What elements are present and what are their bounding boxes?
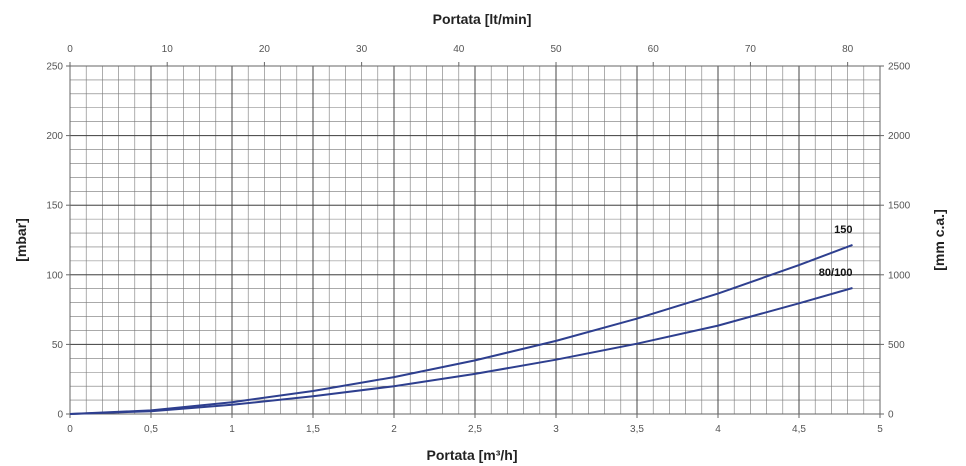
left-tick-label: 50 (52, 340, 64, 351)
left-axis-title: [mbar] (13, 218, 29, 262)
bottom-tick-label: 2,5 (468, 424, 482, 435)
top-x-ticks: 0 10 20 30 40 50 60 70 80 (67, 44, 853, 66)
top-tick-label: 60 (648, 44, 660, 55)
bottom-tick-label: 0,5 (144, 424, 158, 435)
bottom-tick-label: 2 (391, 424, 397, 435)
bottom-tick-label: 4 (715, 424, 721, 435)
bottom-tick-label: 5 (877, 424, 883, 435)
right-tick-label: 2500 (888, 62, 911, 73)
top-tick-label: 10 (162, 44, 174, 55)
bottom-tick-label: 1 (229, 424, 235, 435)
top-axis-title: Portata [lt/min] (433, 11, 532, 27)
top-tick-label: 30 (356, 44, 368, 55)
series-line-80-100 (70, 288, 853, 414)
right-y-ticks: 0 500 1000 1500 2000 2500 (880, 62, 911, 421)
bottom-tick-label: 4,5 (792, 424, 806, 435)
right-tick-label: 500 (888, 340, 905, 351)
top-tick-label: 70 (745, 44, 757, 55)
top-tick-label: 50 (550, 44, 562, 55)
left-y-ticks: 0 50 100 150 200 250 (46, 62, 70, 421)
top-tick-label: 20 (259, 44, 271, 55)
series-label-150: 150 (834, 224, 852, 236)
series-line-150 (70, 245, 853, 414)
bottom-tick-label: 3,5 (630, 424, 644, 435)
series-lines (70, 245, 853, 414)
major-grid (70, 66, 880, 414)
bottom-tick-label: 0 (67, 424, 73, 435)
left-tick-label: 0 (57, 410, 63, 421)
right-tick-label: 2000 (888, 131, 911, 142)
series-label-80-100: 80/100 (819, 267, 853, 279)
bottom-axis-title: Portata [m³/h] (427, 447, 518, 463)
top-tick-label: 40 (453, 44, 465, 55)
top-tick-label: 0 (67, 44, 73, 55)
right-tick-label: 1500 (888, 201, 911, 212)
right-tick-label: 0 (888, 410, 894, 421)
right-tick-label: 1000 (888, 270, 911, 281)
bottom-tick-label: 3 (553, 424, 559, 435)
left-tick-label: 250 (46, 62, 63, 73)
right-axis-title: [mm c.a.] (931, 209, 947, 270)
bottom-tick-label: 1,5 (306, 424, 320, 435)
left-tick-label: 150 (46, 201, 63, 212)
bottom-x-ticks: 0 0,5 1 1,5 2 2,5 3 3,5 4 4,5 5 (67, 414, 883, 435)
left-tick-label: 100 (46, 270, 63, 281)
left-tick-label: 200 (46, 131, 63, 142)
top-tick-label: 80 (842, 44, 854, 55)
